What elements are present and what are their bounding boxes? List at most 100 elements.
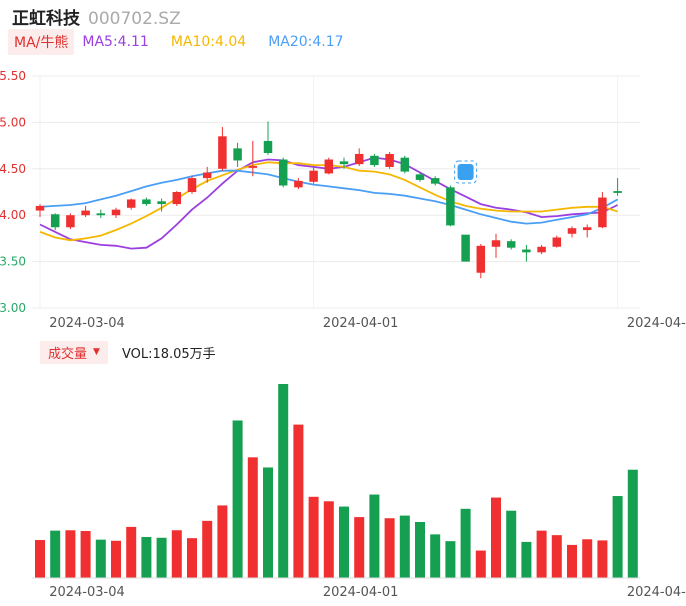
candle-body <box>126 199 136 208</box>
candle-body <box>537 246 546 253</box>
candle-body <box>370 155 379 166</box>
event-marker-icon <box>454 160 478 184</box>
volume-bar <box>247 457 258 578</box>
volume-bar <box>141 537 152 578</box>
volume-bar <box>65 530 76 578</box>
candle <box>537 244 546 255</box>
volume-bar <box>597 540 608 578</box>
candle <box>339 157 349 169</box>
candle-body <box>324 159 334 174</box>
candle-body <box>598 197 607 228</box>
candle-body <box>66 215 75 228</box>
volume-legend: 成交量 ▼ VOL:18.05万手 <box>40 340 216 364</box>
volume-bar <box>35 540 45 578</box>
candle <box>522 244 531 262</box>
candle-body <box>613 191 622 193</box>
candle-body <box>294 180 303 188</box>
ma20-line <box>39 169 619 225</box>
candle <box>309 166 318 184</box>
candle-body <box>415 174 425 180</box>
y-tick-label: 5.50 <box>0 69 26 83</box>
candle-body <box>339 161 349 165</box>
candle <box>354 148 364 167</box>
candle-body <box>567 228 577 234</box>
candle <box>476 243 486 279</box>
candle-body <box>278 159 288 186</box>
volume-bar <box>187 538 197 578</box>
candle-body <box>248 166 258 168</box>
volume-bar <box>80 531 91 578</box>
candle <box>50 213 60 231</box>
candle <box>582 224 592 238</box>
candle-body <box>491 240 501 247</box>
candle-body <box>218 136 227 169</box>
candle <box>202 166 212 183</box>
candle <box>613 178 622 196</box>
candle-body <box>430 178 440 184</box>
ma10-label: MA10:4.04 <box>170 34 247 50</box>
candle <box>415 172 425 182</box>
volume-bar <box>156 537 167 578</box>
candle-body <box>522 249 531 253</box>
candles <box>35 121 622 279</box>
candle <box>187 176 197 194</box>
stock-header: 正虹科技 000702.SZ <box>12 4 181 29</box>
y-tick-label: 3.00 <box>0 301 26 315</box>
candle <box>324 157 334 175</box>
candle <box>218 127 227 171</box>
volume-indicator-dropdown[interactable]: 成交量 ▼ <box>40 340 108 364</box>
candle-body <box>263 140 273 154</box>
caret-down-icon: ▼ <box>93 347 100 357</box>
volume-bar <box>171 530 182 578</box>
volume-bar <box>339 506 349 578</box>
candle-body <box>81 210 90 216</box>
candle <box>552 235 562 248</box>
volume-bar <box>445 541 456 578</box>
candle-body <box>157 201 166 205</box>
volume-bar <box>460 508 471 578</box>
candle-body <box>506 241 516 248</box>
candle-body <box>111 209 121 216</box>
candle-body <box>400 157 410 172</box>
ma5-label: MA5:4.11 <box>82 34 149 50</box>
ma-toggle-button[interactable]: MA/牛熊 <box>8 29 75 55</box>
event-marker-frame <box>454 160 478 184</box>
candle <box>430 176 440 186</box>
candle <box>506 239 516 250</box>
volume-bar <box>323 501 334 578</box>
volume-bar <box>430 534 441 578</box>
candle-body <box>552 237 562 247</box>
volume-bar <box>263 467 273 578</box>
stock-code: 000702.SZ <box>88 9 181 29</box>
volume-bar <box>627 469 638 578</box>
candle-body <box>35 205 45 211</box>
volume-bar <box>354 517 365 578</box>
candle <box>263 121 273 155</box>
x-tick-label: 2024-04-30 <box>627 585 686 600</box>
volume-indicator-label: 成交量 <box>48 346 88 362</box>
volume-bar <box>111 540 121 578</box>
volume-bar <box>551 535 562 578</box>
candle <box>172 191 182 206</box>
candle <box>233 142 242 167</box>
volume-bar <box>491 497 501 578</box>
volume-bar <box>369 494 380 578</box>
x-tick-label: 2024-04-01 <box>323 585 399 600</box>
candle-body <box>385 153 394 167</box>
volume-bar <box>126 526 137 578</box>
volume-bar <box>293 424 304 578</box>
volume-value: VOL:18.05万手 <box>121 346 216 362</box>
volume-bar <box>415 521 425 578</box>
volume-bar <box>384 518 395 578</box>
ma-legend: MA/牛熊 MA5:4.11 MA10:4.04 MA20:4.17 <box>8 29 366 55</box>
candle <box>81 205 90 218</box>
candle <box>294 178 303 190</box>
candle <box>491 233 501 258</box>
x-tick-label: 2024-04-30 <box>627 316 686 331</box>
candle-body <box>172 192 182 205</box>
candle-body <box>582 227 592 231</box>
candle <box>157 198 166 212</box>
volume-bar <box>582 539 593 578</box>
candle <box>370 153 379 167</box>
candle <box>111 207 121 218</box>
